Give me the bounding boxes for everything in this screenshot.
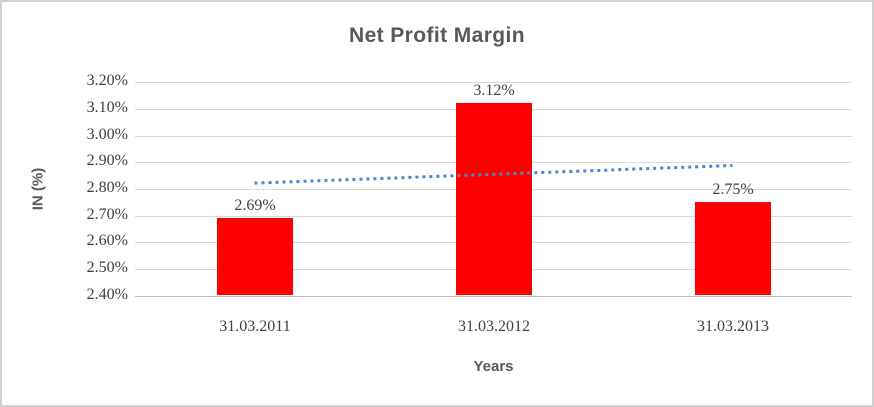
y-tick-label: 2.50%: [86, 259, 128, 276]
y-tick-label: 3.10%: [86, 99, 128, 116]
bar-31.03.2012: [456, 103, 532, 295]
y-tick-label: 2.80%: [86, 179, 128, 196]
x-axis-title: Years: [473, 358, 514, 375]
data-label: 2.69%: [234, 197, 276, 214]
bar-31.03.2013: [695, 202, 771, 295]
gridline: [135, 82, 852, 83]
y-tick-label: 2.70%: [86, 206, 128, 223]
y-tick-label: 2.90%: [86, 152, 128, 169]
data-label: 2.75%: [712, 181, 754, 198]
y-tick-label: 2.60%: [86, 232, 128, 249]
x-axis-line: [135, 296, 852, 297]
y-tick-label: 3.20%: [86, 72, 128, 89]
y-tick-label: 2.40%: [86, 286, 128, 303]
chart-title: Net Profit Margin: [349, 24, 525, 47]
y-tick-label: 3.00%: [86, 126, 128, 143]
data-label: 3.12%: [473, 82, 515, 99]
plot-area: 2.69% 3.12% 2.75%: [135, 82, 852, 297]
x-tick-label: 31.03.2013: [697, 318, 769, 335]
x-tick-label: 31.03.2011: [219, 318, 291, 335]
bar-31.03.2011: [217, 218, 293, 295]
x-tick-label: 31.03.2012: [458, 318, 530, 335]
